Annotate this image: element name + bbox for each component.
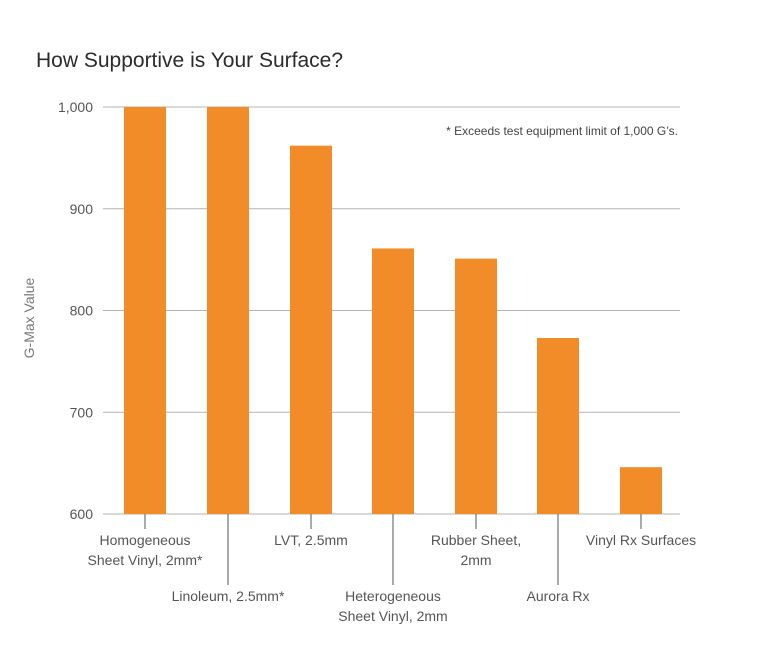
bar <box>207 107 249 514</box>
category-label: LVT, 2.5mm <box>274 532 348 548</box>
y-tick-label: 800 <box>70 303 94 319</box>
bar <box>372 248 414 514</box>
category-label: Aurora Rx <box>526 588 589 604</box>
bar <box>290 145 332 515</box>
bar <box>620 467 662 514</box>
bar <box>537 337 579 514</box>
y-tick-label: 900 <box>70 201 94 217</box>
y-axis-ticks: 600 700 800 900 1,000 <box>58 99 93 522</box>
category-label: Heterogeneous Sheet Vinyl, 2mm <box>338 588 447 624</box>
category-label: Vinyl Rx Surfaces <box>586 532 696 548</box>
y-tick-label: 600 <box>70 506 94 522</box>
y-axis-label: G-Max Value <box>21 277 37 358</box>
category-label: Linoleum, 2.5mm* <box>172 588 285 604</box>
category-label: Rubber Sheet, 2mm <box>431 532 521 568</box>
y-tick-label: 700 <box>70 404 94 420</box>
y-tick-label: 1,000 <box>58 99 93 115</box>
chart-title: How Supportive is Your Surface? <box>36 49 343 72</box>
bar <box>455 258 497 514</box>
x-axis-categories: Homogeneous Sheet Vinyl, 2mm* Linoleum, 2.… <box>88 514 696 624</box>
chart-annotation: * Exceeds test equipment limit of 1,000 … <box>446 124 678 138</box>
category-label: Homogeneous Sheet Vinyl, 2mm* <box>88 532 203 568</box>
bar <box>124 107 166 514</box>
bars <box>124 107 662 515</box>
